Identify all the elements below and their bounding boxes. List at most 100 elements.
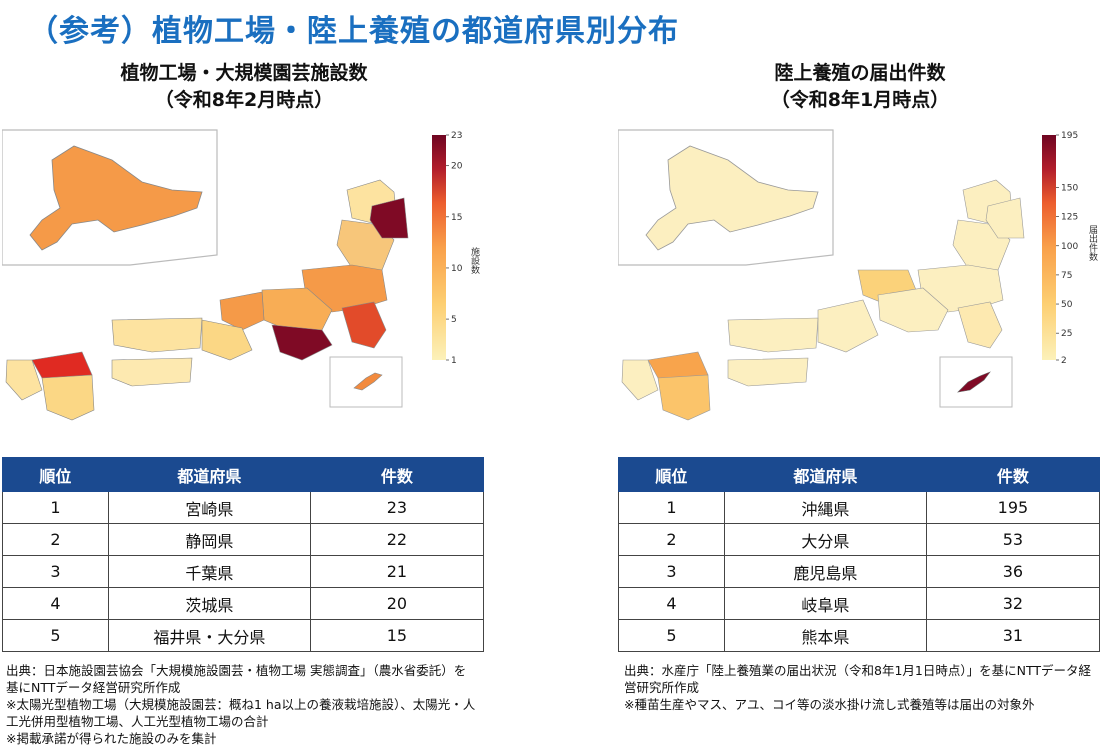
rank-cell: 3 [618,555,725,588]
rank-cell: 2 [2,523,109,556]
plant-factory-map: 23 20 15 10 5 1 施設数 [2,120,486,500]
hokkaido-region [29,145,203,251]
header-prefecture: 都道府県 [723,457,927,492]
table-row: 2 静岡県 22 [2,523,485,556]
page-title: （参考）植物工場・陸上養殖の都道府県別分布 [28,14,679,49]
footnote: ※太陽光型植物工場（大規模施設園芸：概ね1 ha以上の養液栽培施設）、太陽光・人… [6,697,476,729]
table-row: 3 鹿児島県 36 [618,555,1101,588]
land-aquaculture-ranking-table: 順位 都道府県 件数 1 沖縄県 195 2 大分県 53 3 鹿児島県 36 4 岐阜県 32… [618,457,1101,652]
colorbar-tick-label: 23 [451,131,462,141]
count-cell: 22 [309,523,485,556]
count-cell: 21 [309,555,485,588]
prefecture-cell: 岐阜県 [723,587,927,620]
table-row: 5 福井県・大分県 15 [2,619,485,652]
plant-factory-panel: 植物工場・大規模園芸施設数 （令和8年2月時点） [2,60,486,746]
kinki-region [817,299,879,353]
source-note: 出典：水産庁「陸上養殖業の届出状況（令和8年1月1日時点）」を基にNTTデータ経… [624,663,1092,695]
plant-factory-title-line1: 植物工場・大規模園芸施設数 [120,62,368,84]
hokkaido-region [645,145,819,251]
count-cell: 53 [925,523,1101,556]
chiba-region [341,301,387,349]
colorbar-tick-label: 1 [451,356,457,366]
source-note: 出典：日本施設園芸協会「大規模施設園芸・植物工場 実態調査」（農水省委託）を基に… [6,663,467,695]
count-cell: 195 [925,491,1101,524]
plant-factory-title: 植物工場・大規模園芸施設数 （令和8年2月時点） [2,60,486,120]
count-cell: 20 [309,587,485,620]
count-cell: 23 [309,491,485,524]
okinawa-region [353,372,383,391]
miyagi-region [985,197,1025,239]
rank-cell: 4 [2,587,109,620]
colorbar-tick-label: 5 [451,315,457,325]
colorbar-tick-label: 15 [451,213,462,223]
prefecture-cell: 大分県 [723,523,927,556]
chugoku-region [111,317,203,353]
rank-cell: 5 [618,619,725,652]
kyushu-south [41,374,95,421]
colorbar-tick-label: 2 [1061,356,1067,366]
miyagi-region [369,197,409,239]
colorbar-tick-label: 10 [451,264,463,274]
table-row: 2 大分県 53 [618,523,1101,556]
table-row: 4 岐阜県 32 [618,587,1101,620]
okinawa-region [957,371,991,393]
prefecture-cell: 宮崎県 [107,491,311,524]
colorbar-tick-label: 150 [1061,183,1078,193]
table-row: 3 千葉県 21 [2,555,485,588]
prefecture-cell: 千葉県 [107,555,311,588]
colorbar-label: 届出件数 [1087,225,1098,262]
rank-cell: 1 [618,491,725,524]
land-aquaculture-title-line2: （令和8年1月時点） [770,89,950,111]
colorbar-tick-label: 50 [1061,300,1073,310]
colorbar-gradient [432,135,446,360]
rank-cell: 4 [618,587,725,620]
plant-factory-ranking-table: 順位 都道府県 件数 1 宮崎県 23 2 静岡県 22 3 千葉県 21 4 茨城県 20 5… [2,457,485,652]
kagoshima-region [657,374,711,421]
land-aquaculture-panel: 陸上養殖の届出件数 （令和8年1月時点） [618,60,1102,712]
hokuriku-region [219,291,265,331]
plant-factory-notes: 出典：日本施設園芸協会「大規模施設園芸・植物工場 実態調査」（農水省委託）を基に… [6,662,476,747]
colorbar-tick-label: 75 [1061,271,1072,281]
colorbar-tick-label: 125 [1061,213,1078,223]
prefecture-cell: 静岡県 [107,523,311,556]
chubu-region [877,287,949,333]
colorbar-plant-factory: 23 20 15 10 5 1 施設数 [432,131,480,366]
count-cell: 31 [925,619,1101,652]
rank-cell: 2 [618,523,725,556]
count-cell: 32 [925,587,1101,620]
header-count: 件数 [309,457,485,492]
japan-map-land-aquaculture [618,129,1025,421]
rank-cell: 5 [2,619,109,652]
rank-cell: 1 [2,491,109,524]
colorbar-tick-label: 100 [1061,242,1078,252]
colorbar-tick-label: 25 [1061,329,1072,339]
kyushu-west [5,359,43,401]
kinki-region [201,319,253,361]
header-rank: 順位 [2,457,109,492]
count-cell: 15 [309,619,485,652]
header-count: 件数 [925,457,1101,492]
colorbar-land-aquaculture: 195 150 125 100 75 50 25 2 届出件数 [1042,131,1098,366]
plant-factory-title-line2: （令和8年2月時点） [154,89,334,111]
count-cell: 36 [925,555,1101,588]
shikoku-region [111,357,193,387]
header-prefecture: 都道府県 [107,457,311,492]
japan-map-plant-factory [2,129,409,421]
colorbar-tick-label: 195 [1061,131,1078,141]
land-aquaculture-map: 195 150 125 100 75 50 25 2 届出件数 [618,120,1102,500]
rank-cell: 3 [2,555,109,588]
prefecture-cell: 沖縄県 [723,491,927,524]
colorbar-gradient [1042,135,1056,360]
colorbar-tick-label: 20 [451,162,463,172]
footnote: ※掲載承諾が得られた施設のみを集計 [6,731,217,746]
table-row: 1 沖縄県 195 [618,491,1101,524]
chiba-region [957,301,1003,349]
kyushu-west [621,359,659,401]
prefecture-cell: 鹿児島県 [723,555,927,588]
table-row: 1 宮崎県 23 [2,491,485,524]
chugoku-region [727,317,819,353]
shizuoka-region [271,324,333,361]
land-aquaculture-title-line1: 陸上養殖の届出件数 [774,62,946,84]
header-rank: 順位 [618,457,725,492]
table-row: 5 熊本県 31 [618,619,1101,652]
